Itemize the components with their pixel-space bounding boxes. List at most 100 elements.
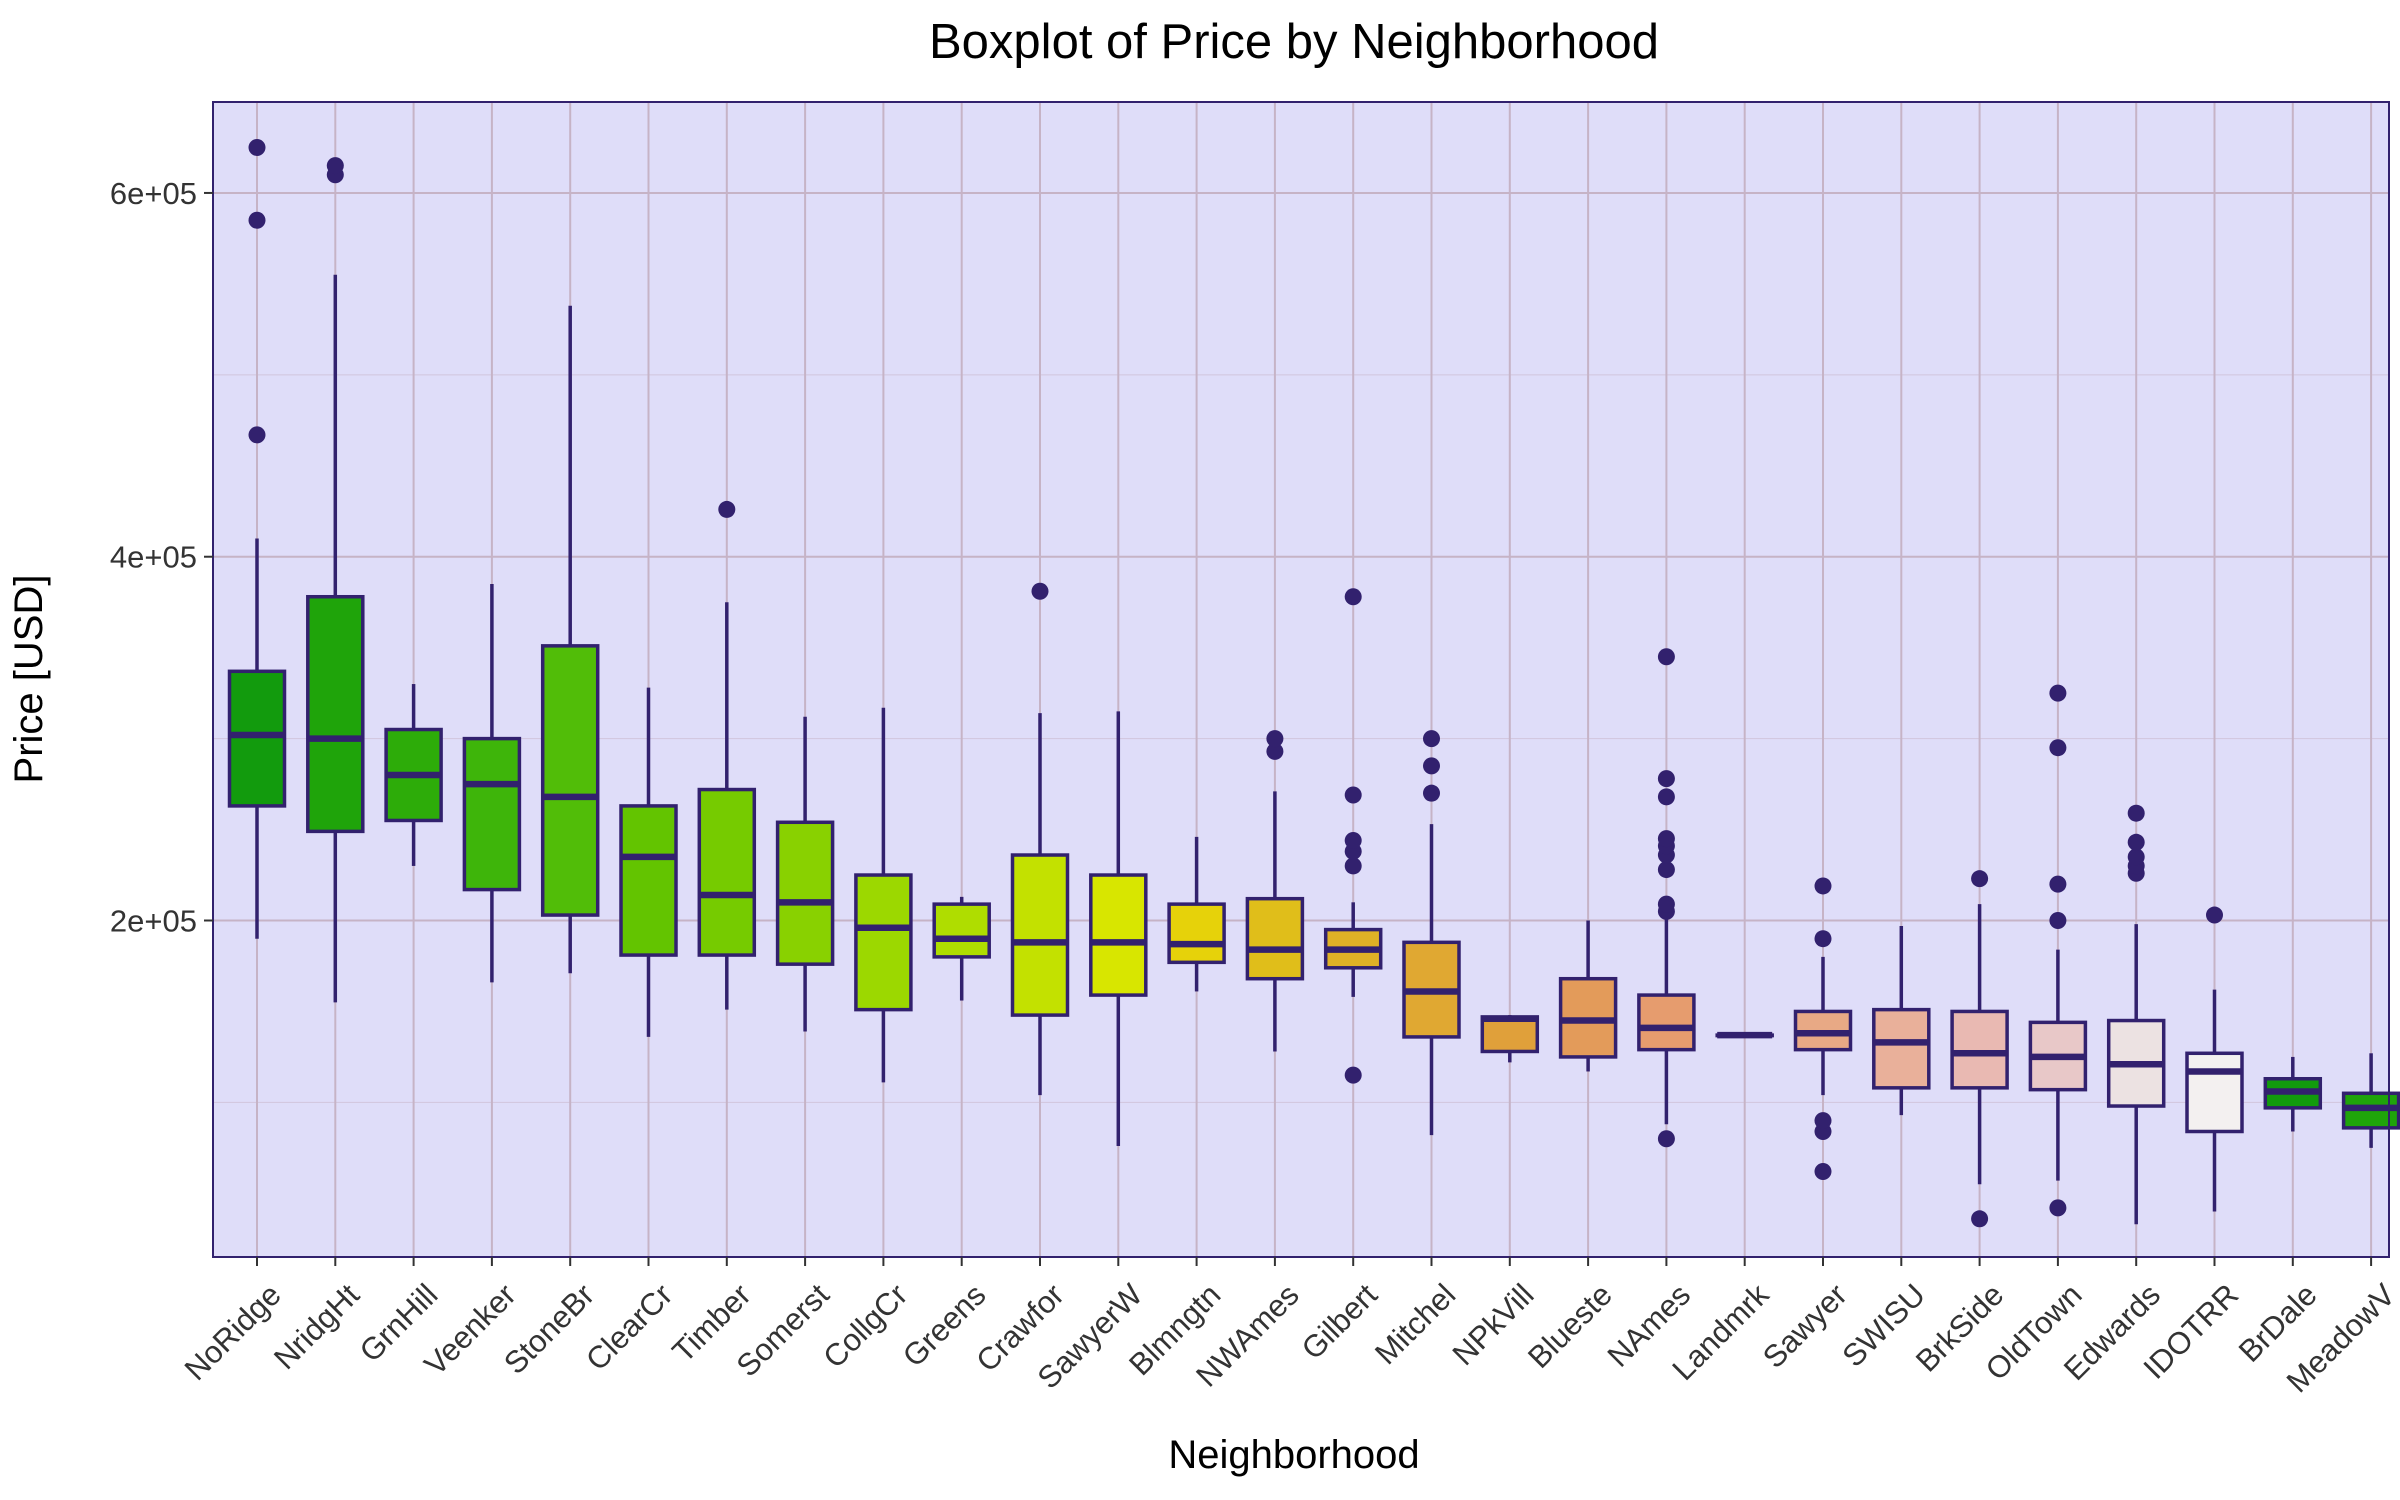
outlier-point: [2127, 848, 2145, 866]
iqr-box: [1089, 873, 1148, 997]
box-Timber: [697, 500, 757, 1010]
iqr-box: [932, 902, 991, 959]
outlier-point: [718, 500, 736, 518]
outlier-point: [1814, 877, 1832, 895]
x-tick-label: NoRidge: [178, 1277, 288, 1387]
box-StoneBr: [540, 305, 600, 974]
outlier-point: [1657, 895, 1675, 913]
iqr-box: [619, 804, 678, 957]
outlier-point: [2049, 684, 2067, 702]
outlier-point: [1814, 1163, 1832, 1181]
plot-panel-border: [212, 101, 2390, 1258]
iqr-box: [775, 820, 835, 966]
outlier-point: [1814, 930, 1832, 948]
x-tick-label: NPkVill: [1446, 1277, 1541, 1372]
y-tick-label: 2e+05: [110, 904, 197, 939]
iqr-box: [540, 644, 600, 917]
x-tick-label: Blueste: [1521, 1277, 1619, 1375]
outlier-point: [248, 138, 266, 156]
x-tick-label: Sawyer: [1756, 1277, 1854, 1375]
box-CollgCr: [854, 707, 913, 1083]
box-IDOTRR: [2185, 906, 2244, 1212]
iqr-box: [227, 669, 287, 808]
iqr-box: [462, 736, 522, 892]
chart-title: Boxplot of Price by Neighborhood: [929, 15, 1659, 69]
outlier-point: [1423, 730, 1440, 748]
iqr-box: [1245, 896, 1305, 981]
y-axis: 2e+05 4e+05 6e+05: [110, 176, 213, 939]
iqr-box: [697, 787, 757, 957]
x-tick-label: NridgHt: [267, 1277, 366, 1376]
outlier-point: [1971, 1210, 1989, 1228]
outlier-point: [2127, 804, 2145, 822]
iqr-box: [1010, 853, 1070, 1017]
box-Sawyer: [1793, 877, 1853, 1181]
outlier-point: [2127, 833, 2145, 851]
box-NridgHt: [306, 157, 365, 1003]
box-Edwards: [2106, 804, 2166, 1225]
outlier-point: [1657, 788, 1675, 806]
outlier-point: [326, 157, 344, 175]
y-axis-title: Price [USD]: [7, 575, 51, 784]
outlier-point: [1266, 742, 1284, 760]
iqr-box: [2185, 1051, 2244, 1134]
outlier-point: [1657, 861, 1675, 879]
outlier-point: [1657, 830, 1675, 848]
iqr-box: [1167, 902, 1226, 965]
box-SawyerW: [1089, 711, 1148, 1147]
box-Crawfor: [1010, 582, 1070, 1096]
outlier-point: [1266, 730, 1284, 748]
x-tick-label: Gilbert: [1295, 1277, 1385, 1367]
outlier-point: [1344, 857, 1362, 875]
box-Blueste: [1558, 920, 1618, 1072]
box-ClearCr: [619, 687, 678, 1037]
box-NPkVill: [1480, 1015, 1540, 1063]
outlier-point: [2206, 906, 2223, 924]
box-Blmngtn: [1167, 836, 1226, 992]
outlier-point: [248, 211, 266, 229]
outlier-point: [2049, 912, 2067, 930]
box-GrnHill: [384, 684, 443, 866]
outlier-point: [1657, 648, 1675, 666]
iqr-box: [1950, 1009, 2009, 1090]
y-tick-label: 6e+05: [110, 176, 197, 211]
iqr-box: [1637, 993, 1696, 1052]
outlier-point: [248, 426, 266, 444]
boxes: [227, 138, 2400, 1228]
outlier-point: [1344, 831, 1362, 849]
box-NAmes: [1637, 648, 1696, 1148]
box-BrDale: [2263, 1056, 2323, 1132]
outlier-point: [1814, 1112, 1832, 1130]
outlier-point: [1657, 770, 1675, 788]
outlier-point: [1344, 588, 1362, 606]
box-BrkSide: [1950, 870, 2009, 1228]
iqr-box: [1872, 1007, 1931, 1090]
outlier-point: [1423, 784, 1440, 802]
x-axis-title: Neighborhood: [1168, 1433, 1419, 1477]
outlier-point: [2049, 739, 2067, 757]
x-axis: NoRidgeNridgHtGrnHillVeenkerStoneBrClear…: [178, 1257, 2400, 1399]
iqr-box: [854, 873, 913, 1012]
box-Greens: [932, 896, 991, 1001]
outlier-point: [1971, 870, 1989, 888]
outlier-point: [2049, 1199, 2067, 1217]
box-Gilbert: [1323, 588, 1383, 1084]
box-NoRidge: [227, 138, 287, 939]
box-OldTown: [2028, 684, 2088, 1217]
outlier-point: [1423, 757, 1440, 775]
x-tick-label: ClearCr: [579, 1277, 679, 1377]
x-tick-label: Mitchel: [1368, 1277, 1462, 1371]
box-SWISU: [1872, 925, 1931, 1116]
box-Somerst: [775, 716, 835, 1032]
box-NWAmes: [1245, 730, 1305, 1052]
outlier-point: [1031, 582, 1049, 600]
iqr-box: [1480, 1015, 1540, 1054]
box-Mitchel: [1402, 730, 1461, 1136]
outlier-point: [1344, 786, 1362, 804]
outlier-point: [1657, 1130, 1675, 1148]
box-Veenker: [462, 584, 522, 983]
outlier-point: [1344, 1066, 1362, 1084]
iqr-box: [306, 594, 365, 834]
x-tick-label: CollgCr: [816, 1277, 914, 1375]
